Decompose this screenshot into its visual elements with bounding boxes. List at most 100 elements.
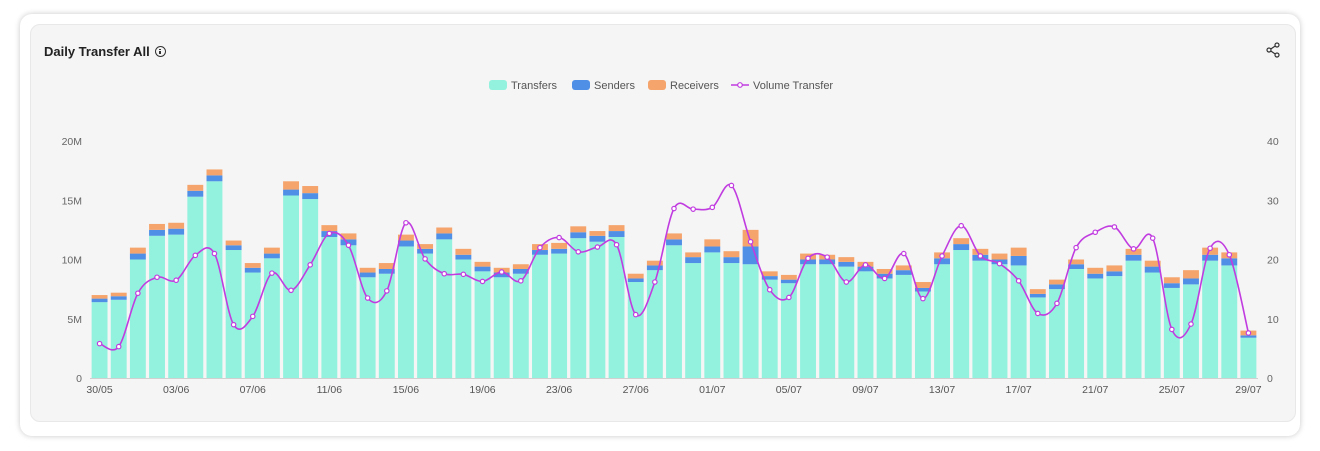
bar-receivers — [149, 223, 165, 230]
volume-transfer-point — [422, 256, 428, 262]
bar-senders — [1202, 254, 1219, 261]
bar-senders — [359, 272, 376, 278]
bar-transfers — [321, 236, 338, 378]
bar-receivers — [742, 229, 759, 247]
x-tick-label: 17/07 — [1006, 384, 1032, 396]
bar-transfers — [972, 260, 989, 378]
volume-transfer-point — [1130, 246, 1137, 252]
volume-transfer-point — [709, 204, 716, 211]
bar-transfers — [397, 246, 414, 378]
bar-senders — [397, 240, 414, 247]
bar-transfers — [800, 264, 816, 378]
legend-item-receivers[interactable]: Receivers — [648, 80, 719, 92]
y-right-tick-label: 30 — [1267, 195, 1279, 207]
volume-transfer-point — [1226, 251, 1233, 258]
bar-receivers — [838, 257, 855, 262]
bar-receivers — [761, 271, 778, 277]
bar-receivers — [551, 242, 568, 249]
y-right-tick-label: 0 — [1267, 373, 1273, 385]
bar-senders — [1240, 335, 1257, 338]
bar-transfers — [1010, 265, 1027, 378]
y-left-tick-label: 5M — [67, 314, 82, 326]
volume-transfer-point — [96, 340, 103, 347]
bar-transfers — [359, 277, 376, 378]
volume-transfer-point — [652, 279, 658, 285]
bar-receivers — [972, 248, 989, 255]
bar-transfers — [704, 252, 721, 378]
share-icon[interactable] — [1265, 42, 1281, 58]
volume-transfer-point — [1015, 278, 1022, 284]
bar-transfers — [608, 236, 625, 378]
bar-transfers — [206, 181, 223, 378]
volume-transfer-point — [862, 262, 869, 268]
bar-senders — [1010, 255, 1027, 266]
bar-transfers — [723, 263, 740, 378]
bar-transfers — [149, 235, 165, 378]
volume-transfer-point — [1188, 321, 1194, 327]
bar-receivers — [627, 273, 644, 279]
bar-transfers — [110, 299, 127, 378]
legend-item-transfers[interactable]: Transfers — [489, 80, 558, 92]
bar-senders — [225, 245, 242, 251]
y-left-tick-label: 0 — [76, 373, 82, 385]
volume-transfer-point — [135, 290, 141, 297]
bar-transfers — [1144, 272, 1161, 378]
bar-transfers — [1087, 278, 1104, 378]
bar-senders — [589, 235, 606, 242]
bar-senders — [474, 266, 491, 272]
legend-item-volume-transfer[interactable]: Volume Transfer — [731, 80, 833, 92]
volume-transfer-point — [1111, 224, 1118, 230]
bar-receivers — [1202, 247, 1219, 255]
volume-transfer-point — [843, 279, 850, 285]
legend-label: Senders — [594, 80, 635, 92]
volume-transfer-point — [345, 242, 352, 249]
bar-transfers — [129, 259, 146, 378]
bar-senders — [800, 259, 816, 265]
bar-senders — [953, 244, 970, 251]
y-left-tick-label: 10M — [62, 255, 82, 267]
volume-transfer-point — [518, 278, 524, 284]
bar-receivers — [512, 264, 529, 269]
bar-transfers — [493, 277, 510, 378]
volume-transfer-point — [115, 343, 122, 350]
volume-transfer-point — [881, 275, 888, 282]
volume-transfer-point — [1035, 310, 1041, 317]
bar-receivers — [991, 253, 1008, 260]
bar-senders — [704, 246, 721, 253]
bar-senders — [187, 190, 204, 197]
volume-transfer-point — [192, 252, 199, 259]
legend-item-senders[interactable]: Senders — [572, 80, 635, 92]
volume-transfer-point — [900, 250, 907, 257]
bar-transfers — [91, 302, 108, 378]
bar-senders — [263, 253, 280, 259]
volume-transfer-point — [958, 222, 965, 229]
volume-transfer-point — [498, 269, 505, 275]
x-tick-label: 07/06 — [240, 384, 266, 396]
bar-receivers — [876, 268, 893, 274]
bar-transfers — [1068, 268, 1085, 378]
bar-receivers — [417, 244, 434, 249]
bar-senders — [302, 193, 319, 200]
bar-receivers — [1125, 248, 1142, 255]
bar-senders — [914, 287, 931, 292]
bar-senders — [436, 233, 453, 240]
volume-transfer-point — [786, 294, 792, 301]
bar-receivers — [187, 184, 204, 191]
bar-receivers — [474, 261, 491, 267]
bar-senders — [1029, 293, 1046, 298]
bar-receivers — [91, 295, 108, 299]
info-icon[interactable] — [154, 46, 166, 57]
volume-transfer-point — [996, 260, 1003, 267]
bar-transfers — [1049, 289, 1065, 378]
bar-senders — [378, 268, 395, 274]
legend-swatch — [572, 80, 590, 90]
bar-transfers — [953, 250, 970, 378]
bar-senders — [532, 250, 548, 255]
bar-senders — [1049, 284, 1065, 290]
bar-transfers — [589, 241, 606, 378]
volume-transfer-point — [154, 274, 160, 281]
bar-senders — [1125, 254, 1142, 261]
x-tick-label: 05/07 — [776, 384, 802, 396]
volume-transfer-point — [594, 244, 601, 250]
x-tick-label: 13/07 — [929, 384, 955, 396]
